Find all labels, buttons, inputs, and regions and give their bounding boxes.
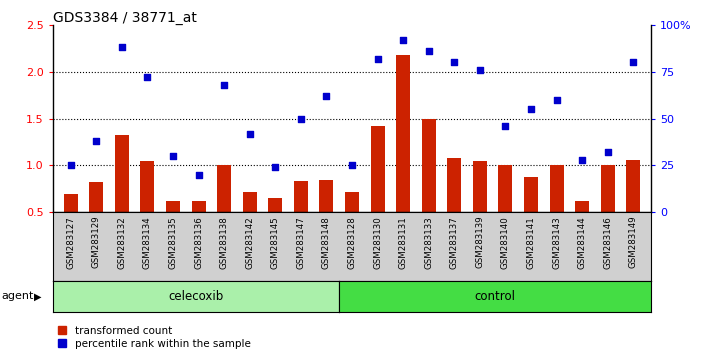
Text: ▶: ▶ [34, 291, 42, 302]
Point [91, 138, 102, 144]
Point [295, 116, 306, 121]
Text: celecoxib: celecoxib [168, 290, 224, 303]
Point [448, 59, 460, 65]
Text: GDS3384 / 38771_at: GDS3384 / 38771_at [53, 11, 196, 25]
Legend: transformed count, percentile rank within the sample: transformed count, percentile rank withi… [58, 326, 251, 349]
Bar [396, 55, 410, 212]
Text: GSM283127: GSM283127 [66, 216, 75, 269]
Point [346, 162, 358, 168]
Point [398, 37, 409, 42]
Point [474, 67, 486, 73]
Bar [268, 198, 282, 212]
Point [244, 131, 256, 136]
Point [168, 153, 179, 159]
Text: GSM283128: GSM283128 [348, 216, 356, 269]
Point [628, 59, 639, 65]
Point [525, 106, 536, 112]
Text: GSM283134: GSM283134 [143, 216, 152, 269]
Text: GSM283140: GSM283140 [501, 216, 510, 269]
Bar [191, 201, 206, 212]
Point [500, 123, 511, 129]
Point [218, 82, 230, 88]
Text: GSM283149: GSM283149 [629, 216, 638, 268]
Text: GSM283138: GSM283138 [220, 216, 229, 269]
Bar [550, 165, 564, 212]
Point [193, 172, 204, 178]
Point [551, 97, 562, 103]
Bar [498, 165, 513, 212]
Bar [627, 160, 641, 212]
Bar [217, 165, 231, 212]
Text: GSM283148: GSM283148 [322, 216, 331, 269]
Text: control: control [474, 290, 515, 303]
Bar [422, 119, 436, 212]
Text: GSM283135: GSM283135 [168, 216, 177, 269]
Text: GSM283129: GSM283129 [92, 216, 101, 268]
Text: GSM283131: GSM283131 [398, 216, 408, 269]
Text: GSM283132: GSM283132 [118, 216, 126, 269]
Text: GSM283142: GSM283142 [245, 216, 254, 269]
Bar [243, 192, 257, 212]
Text: GSM283141: GSM283141 [527, 216, 536, 269]
Bar [447, 158, 461, 212]
Text: GSM283137: GSM283137 [450, 216, 459, 269]
Text: GSM283145: GSM283145 [271, 216, 279, 269]
Bar [345, 192, 359, 212]
Bar [370, 126, 384, 212]
Bar [140, 161, 154, 212]
Bar [115, 135, 129, 212]
Point [577, 157, 588, 163]
Bar [294, 182, 308, 212]
Text: GSM283144: GSM283144 [578, 216, 586, 269]
Point [142, 74, 153, 80]
Point [270, 165, 281, 170]
Text: GSM283146: GSM283146 [603, 216, 612, 269]
Point [65, 162, 76, 168]
Text: GSM283130: GSM283130 [373, 216, 382, 269]
Point [372, 56, 383, 61]
Bar [575, 201, 589, 212]
Point [321, 93, 332, 99]
Bar [473, 161, 487, 212]
Point [423, 48, 434, 54]
Bar [524, 177, 538, 212]
Text: GSM283139: GSM283139 [475, 216, 484, 268]
Text: GSM283133: GSM283133 [425, 216, 433, 269]
Text: GSM283143: GSM283143 [552, 216, 561, 269]
Bar [166, 201, 180, 212]
Bar [601, 165, 615, 212]
Text: GSM283147: GSM283147 [296, 216, 306, 269]
Point [116, 45, 127, 50]
Point [602, 149, 613, 155]
Text: agent: agent [1, 291, 34, 302]
Bar [89, 182, 103, 212]
Bar [63, 194, 77, 212]
Text: GSM283136: GSM283136 [194, 216, 203, 269]
Bar [320, 179, 334, 212]
